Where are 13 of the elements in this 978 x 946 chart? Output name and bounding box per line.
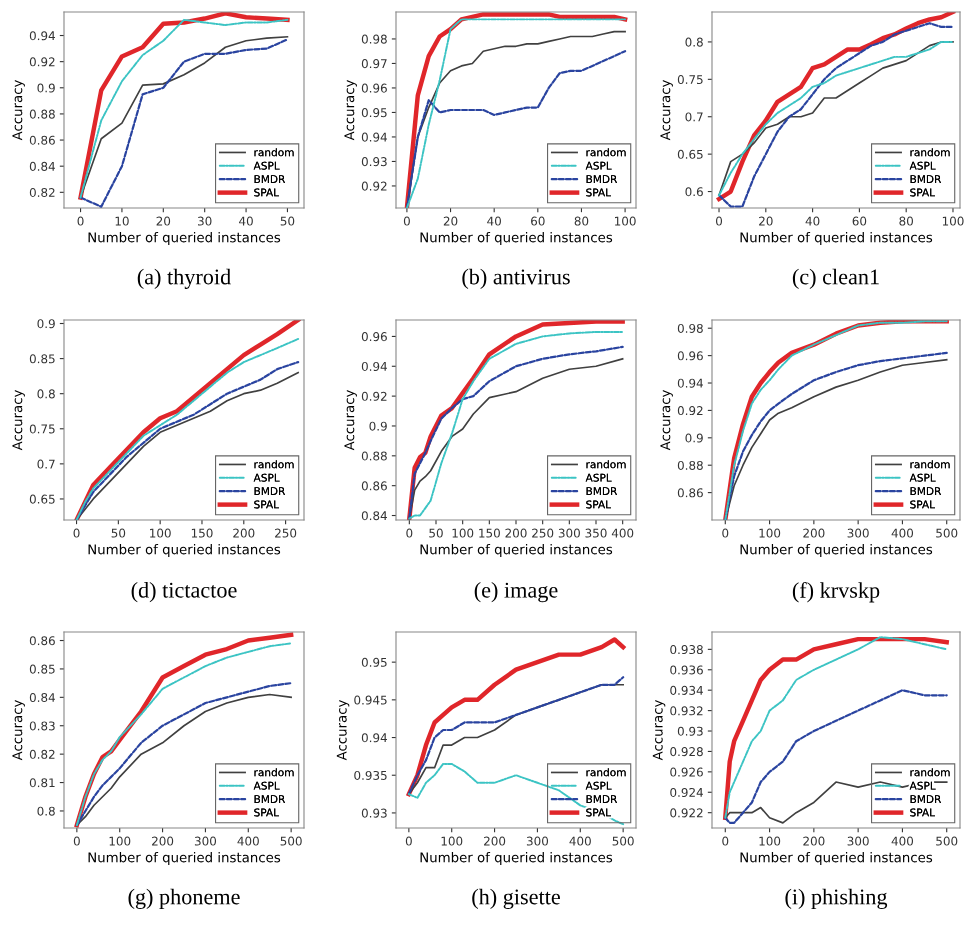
line-series <box>407 762 625 826</box>
line-series <box>406 637 626 797</box>
line-series <box>724 689 948 825</box>
text: (a) thyroid <box>137 268 231 289</box>
text: (e) image <box>474 582 558 603</box>
line-series <box>724 781 948 824</box>
text: (h) gisette <box>472 888 560 909</box>
text: (g) phoneme <box>128 888 240 909</box>
text: (i) phishing <box>785 888 888 909</box>
text: (f) krvskp <box>792 582 880 603</box>
text: (b) antivirus <box>462 268 570 289</box>
text: (d) tictactoe <box>131 582 237 603</box>
text: (c) clean1 <box>792 268 879 289</box>
